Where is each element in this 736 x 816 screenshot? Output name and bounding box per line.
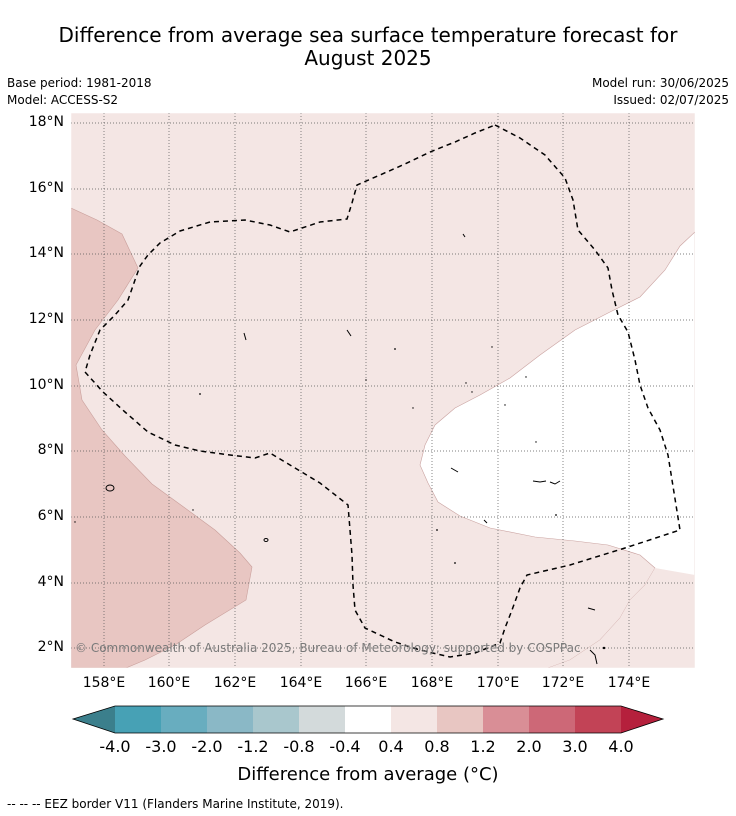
lat-tick: 4°N <box>37 574 64 590</box>
colorbar-outline <box>71 705 665 734</box>
map-plot-area <box>71 113 695 668</box>
lat-tick: 2°N <box>37 639 64 655</box>
lon-tick: 164°E <box>279 675 323 691</box>
colorbar-tick: -0.8 <box>283 737 315 756</box>
lon-tick: 168°E <box>410 675 454 691</box>
islands <box>105 233 598 665</box>
lat-tick: 10°N <box>28 377 64 393</box>
lat-tick: 12°N <box>28 311 64 327</box>
colorbar-cell <box>483 706 529 733</box>
graticule <box>71 113 695 668</box>
map-title-line2: August 2025 <box>304 46 432 70</box>
lon-tick: 158°E <box>82 675 126 691</box>
lat-tick: 8°N <box>37 442 64 458</box>
map-title-line1: Difference from average sea surface temp… <box>58 23 678 47</box>
anomaly-area-0.8-1.2-west <box>71 207 253 668</box>
model-text: Model: ACCESS-S2 <box>7 93 119 107</box>
colorbar-cell <box>437 706 483 733</box>
colorbar-cell <box>529 706 575 733</box>
colorbar-cell <box>115 706 161 733</box>
colorbar-tick: 2.0 <box>516 737 542 756</box>
eez-border <box>84 124 681 658</box>
issued-text: Issued: 02/07/2025 <box>613 93 729 107</box>
map-frame <box>70 112 696 669</box>
colorbar-cell <box>253 706 299 733</box>
colorbar-cell <box>161 706 207 733</box>
colorbar-tick: 0.4 <box>378 737 404 756</box>
eez-legend-note: -- -- -- EEZ border V11 (Flanders Marine… <box>7 797 344 811</box>
colorbar-tick: -3.0 <box>145 737 177 756</box>
colorbar-cell <box>299 706 345 733</box>
colorbar-cell-extend-low <box>73 706 115 733</box>
lon-tick: 174°E <box>607 675 651 691</box>
colorbar-tick: 4.0 <box>608 737 634 756</box>
colorbar-cell-extend-high <box>621 706 663 733</box>
colorbar-tick: 0.8 <box>424 737 450 756</box>
lon-tick: 172°E <box>541 675 585 691</box>
colorbar-tick: -2.0 <box>191 737 223 756</box>
lat-tick: 18°N <box>28 114 64 130</box>
base-period-text: Base period: 1981-2018 <box>7 76 152 90</box>
colorbar-tick: -1.2 <box>237 737 269 756</box>
lon-tick: 160°E <box>147 675 191 691</box>
copyright-text: © Commonwealth of Australia 2025, Bureau… <box>75 641 581 655</box>
anomaly-area-0.4-0.8-south <box>548 568 695 668</box>
model-run-text: Model run: 30/06/2025 <box>591 76 729 90</box>
colorbar-label: Difference from average (°C) <box>237 764 499 785</box>
colorbar-cell <box>575 706 621 733</box>
colorbar <box>71 705 665 734</box>
colorbar-cell <box>345 706 391 733</box>
colorbar-tick: 1.2 <box>470 737 496 756</box>
island-dots <box>74 346 606 650</box>
colorbar-tick: 3.0 <box>562 737 588 756</box>
colorbar-cell <box>207 706 253 733</box>
colorbar-tick: -4.0 <box>99 737 131 756</box>
colorbar-tick: -0.4 <box>329 737 361 756</box>
lat-tick: 16°N <box>28 180 64 196</box>
lon-tick: 166°E <box>344 675 388 691</box>
lon-tick: 162°E <box>213 675 257 691</box>
lat-tick: 14°N <box>28 245 64 261</box>
lat-tick: 6°N <box>37 508 64 524</box>
lon-tick: 170°E <box>476 675 520 691</box>
colorbar-cell <box>391 706 437 733</box>
